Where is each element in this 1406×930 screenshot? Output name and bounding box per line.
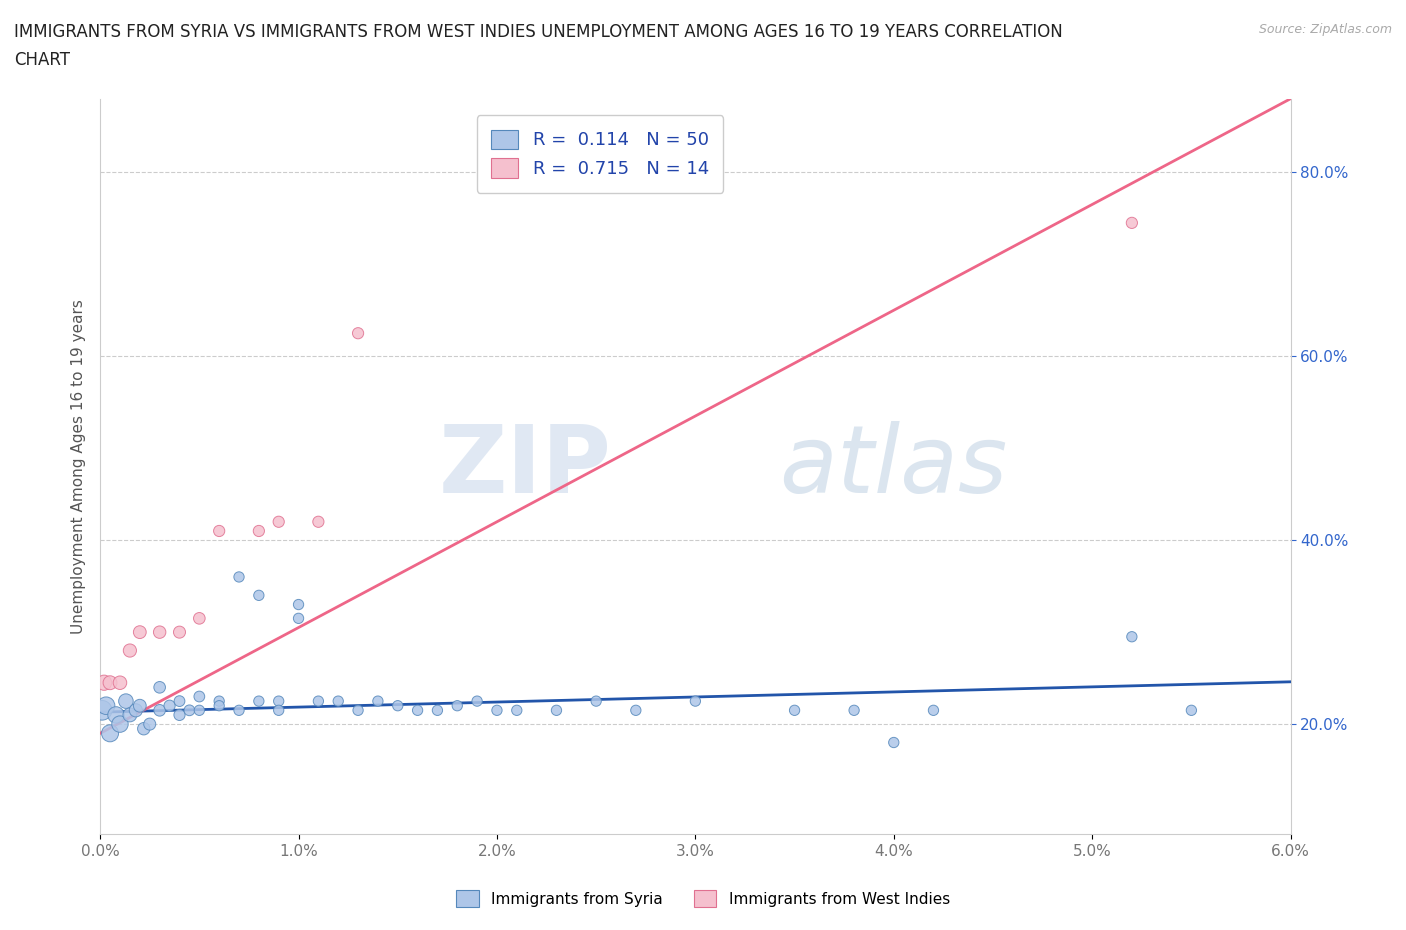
Point xyxy=(406,703,429,718)
Text: IMMIGRANTS FROM SYRIA VS IMMIGRANTS FROM WEST INDIES UNEMPLOYMENT AMONG AGES 16 : IMMIGRANTS FROM SYRIA VS IMMIGRANTS FROM… xyxy=(14,23,1063,41)
Point xyxy=(98,675,121,690)
Point xyxy=(118,643,141,658)
Point xyxy=(115,694,138,709)
Text: Source: ZipAtlas.com: Source: ZipAtlas.com xyxy=(1258,23,1392,36)
Point xyxy=(149,625,172,640)
Point xyxy=(883,735,905,750)
Point xyxy=(149,680,172,695)
Point xyxy=(91,703,114,718)
Point xyxy=(624,703,647,718)
Point xyxy=(228,569,250,584)
Point xyxy=(208,698,231,713)
Point xyxy=(287,611,309,626)
Point xyxy=(347,326,370,340)
Point xyxy=(208,524,231,538)
Point xyxy=(842,703,865,718)
Point xyxy=(188,703,211,718)
Point xyxy=(247,524,270,538)
Point xyxy=(465,694,488,709)
Y-axis label: Unemployment Among Ages 16 to 19 years: Unemployment Among Ages 16 to 19 years xyxy=(72,299,86,634)
Point xyxy=(247,694,270,709)
Point xyxy=(347,703,370,718)
Point xyxy=(128,625,150,640)
Point xyxy=(159,698,181,713)
Point xyxy=(1121,216,1143,231)
Point xyxy=(1180,703,1202,718)
Point xyxy=(105,708,128,723)
Point xyxy=(93,675,115,690)
Point xyxy=(108,717,131,732)
Point xyxy=(169,625,191,640)
Legend: Immigrants from Syria, Immigrants from West Indies: Immigrants from Syria, Immigrants from W… xyxy=(450,884,956,913)
Text: atlas: atlas xyxy=(779,421,1007,512)
Point xyxy=(1121,630,1143,644)
Point xyxy=(546,703,568,718)
Point xyxy=(267,703,290,718)
Point xyxy=(783,703,806,718)
Point xyxy=(506,703,529,718)
Point xyxy=(98,726,121,741)
Point xyxy=(188,689,211,704)
Point xyxy=(446,698,468,713)
Point xyxy=(485,703,508,718)
Point xyxy=(922,703,945,718)
Point xyxy=(267,514,290,529)
Point xyxy=(307,514,329,529)
Text: ZIP: ZIP xyxy=(439,420,612,512)
Point xyxy=(247,588,270,603)
Point xyxy=(287,597,309,612)
Point xyxy=(208,694,231,709)
Text: CHART: CHART xyxy=(14,51,70,69)
Point xyxy=(128,698,150,713)
Point xyxy=(267,694,290,709)
Point xyxy=(179,703,201,718)
Point xyxy=(125,703,148,718)
Point xyxy=(132,722,155,737)
Point xyxy=(685,694,707,709)
Point xyxy=(169,694,191,709)
Point xyxy=(328,694,350,709)
Point xyxy=(188,611,211,626)
Point xyxy=(585,694,607,709)
Legend: R =  0.114   N = 50, R =  0.715   N = 14: R = 0.114 N = 50, R = 0.715 N = 14 xyxy=(477,115,724,193)
Point xyxy=(426,703,449,718)
Point xyxy=(118,708,141,723)
Point xyxy=(149,703,172,718)
Point xyxy=(138,717,160,732)
Point xyxy=(108,675,131,690)
Point xyxy=(367,694,389,709)
Point xyxy=(94,698,117,713)
Point xyxy=(307,694,329,709)
Point xyxy=(228,703,250,718)
Point xyxy=(169,708,191,723)
Point xyxy=(387,698,409,713)
